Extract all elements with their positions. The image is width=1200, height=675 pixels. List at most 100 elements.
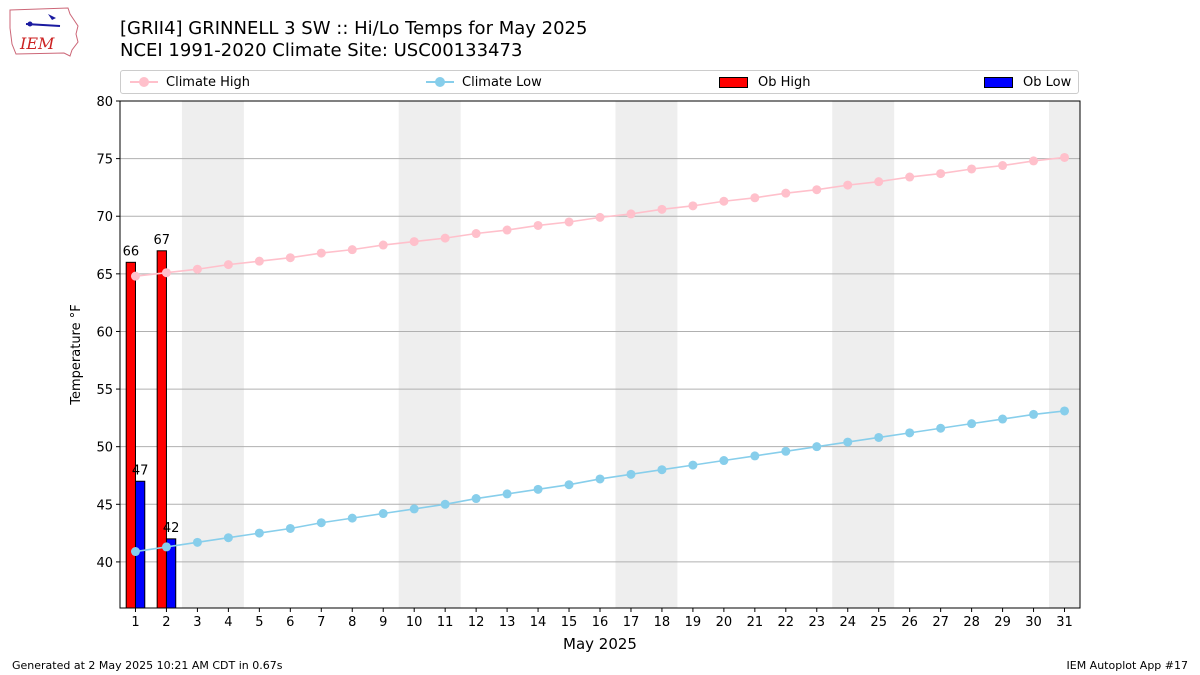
climate-low-point: [1060, 406, 1070, 416]
app-label: IEM Autoplot App #17: [1066, 659, 1189, 672]
x-tick-label: 24: [839, 615, 856, 630]
climate-high-point: [130, 271, 140, 281]
climate-low-point: [688, 460, 698, 470]
x-tick-label: 20: [716, 615, 733, 630]
climate-high-point: [1029, 156, 1039, 166]
legend-label: Climate Low: [462, 74, 542, 90]
weather-symbol-dot: [27, 21, 33, 27]
climate-low-point: [967, 419, 977, 429]
x-tick-label: 30: [1025, 615, 1042, 630]
climate-high-point: [440, 233, 450, 243]
climate-low-point: [874, 432, 884, 442]
climate-high-point: [192, 264, 202, 274]
x-tick-label: 16: [592, 615, 609, 630]
plot-frame: [119, 100, 1081, 609]
climate-low-point: [347, 513, 357, 523]
x-tick-label: 31: [1056, 615, 1073, 630]
climate-high-point: [223, 260, 233, 270]
climate-low-point: [998, 414, 1008, 424]
climate-high-point: [347, 245, 357, 255]
climate-high-point: [905, 172, 915, 182]
y-axis-label: Temperature °F: [69, 304, 84, 405]
y-tick-label: 50: [96, 441, 113, 456]
weekend-shade: [615, 101, 678, 608]
climate-high-point: [812, 185, 822, 195]
iem-logo: IEM: [9, 7, 79, 57]
climate-high-point: [874, 177, 884, 187]
x-tick-label: 28: [963, 615, 980, 630]
ob-high-swatch: [719, 76, 748, 88]
y-tick-label: 60: [96, 325, 113, 340]
legend-label: Ob High: [758, 74, 811, 90]
climate-low-point: [471, 494, 481, 504]
climate-low-swatch: [426, 76, 454, 88]
weather-symbol-flag: [48, 14, 56, 20]
x-tick-label: 11: [437, 615, 454, 630]
x-tick-label: 29: [994, 615, 1011, 630]
legend: Climate High Climate Low Ob High Ob Low: [120, 70, 1079, 94]
climate-high-point: [378, 240, 388, 250]
climate-low-point: [316, 518, 326, 528]
climate-high-point: [595, 212, 605, 222]
climate-high-point: [409, 237, 419, 247]
climate-high-point: [998, 161, 1008, 171]
x-tick-label: 14: [530, 615, 547, 630]
y-tick-label: 70: [96, 210, 113, 225]
climate-high-point: [533, 220, 543, 230]
climate-low-point: [192, 537, 202, 547]
climate-low-point: [285, 523, 295, 533]
climate-low-point: [812, 442, 822, 452]
weekend-shade: [398, 101, 461, 608]
climate-low-point: [502, 489, 512, 499]
iem-logo-text: IEM: [19, 34, 55, 53]
ob-low-bar: [134, 480, 146, 609]
y-tick-label: 55: [96, 383, 113, 398]
y-tick-label: 65: [96, 268, 113, 283]
chart-title: [GRII4] GRINNELL 3 SW :: Hi/Lo Temps for…: [120, 18, 588, 39]
iowa-outline: [9, 7, 79, 57]
x-tick-label: 9: [379, 615, 387, 630]
climate-high-point: [719, 196, 729, 206]
x-tick-label: 8: [348, 615, 356, 630]
x-tick-label: 12: [468, 615, 485, 630]
ob-low-swatch: [984, 76, 1013, 88]
climate-low-point: [440, 499, 450, 509]
climate-low-point: [843, 437, 853, 447]
legend-label: Climate High: [166, 74, 251, 90]
climate-high-point: [936, 169, 946, 179]
weekend-shade: [1049, 101, 1080, 608]
climate-low-point: [595, 474, 605, 484]
legend-item-ob-low: Ob Low: [984, 71, 1071, 93]
ob-high-bar: [125, 261, 136, 609]
x-axis-label: May 2025: [563, 635, 637, 653]
climate-low-point: [905, 428, 915, 438]
ob-high-bar: [156, 250, 167, 609]
climate-low-point: [533, 484, 543, 494]
y-tick-label: 75: [96, 153, 113, 168]
x-tick-label: 15: [561, 615, 578, 630]
climate-low-point: [130, 547, 140, 557]
climate-low-point: [781, 446, 791, 456]
x-tick-label: 26: [901, 615, 918, 630]
x-tick-label: 13: [499, 615, 516, 630]
climate-high-point: [161, 268, 171, 278]
climate-low-point: [626, 469, 636, 479]
climate-high-point: [254, 256, 264, 266]
ob-low-label: 42: [163, 521, 180, 536]
climate-low-point: [564, 480, 574, 490]
y-tick-label: 40: [96, 556, 113, 571]
chart-subtitle: NCEI 1991-2020 Climate Site: USC00133473: [120, 40, 523, 61]
climate-low-point: [161, 542, 171, 552]
climate-low-point: [223, 533, 233, 543]
x-tick-label: 10: [406, 615, 423, 630]
climate-high-point: [843, 180, 853, 190]
x-tick-label: 18: [654, 615, 671, 630]
x-tick-label: 1: [131, 615, 139, 630]
climate-low-point: [719, 456, 729, 466]
legend-item-climate-low: Climate Low: [426, 71, 542, 93]
climate-high-point: [1060, 152, 1070, 162]
legend-item-ob-high: Ob High: [719, 71, 811, 93]
x-tick-label: 25: [870, 615, 887, 630]
climate-low-point: [936, 423, 946, 433]
